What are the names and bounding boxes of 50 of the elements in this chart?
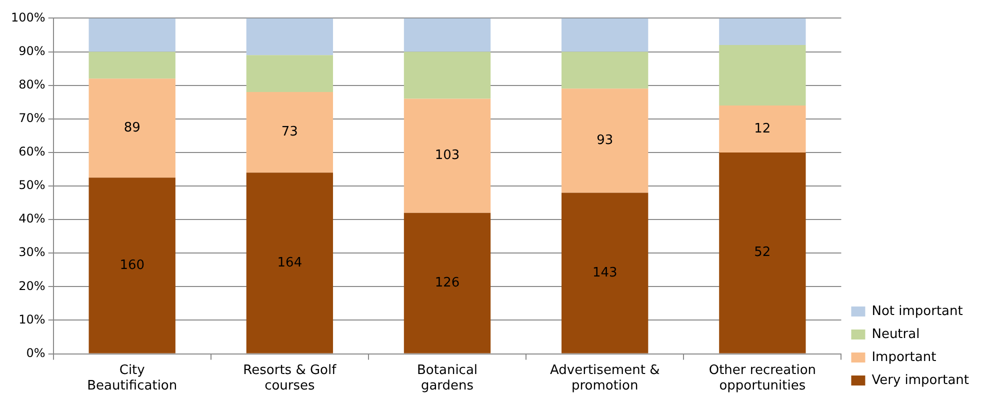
bar bbox=[88, 52, 176, 79]
annotation: 12 bbox=[754, 121, 771, 136]
y-tick-label: 50% bbox=[18, 178, 46, 192]
bar bbox=[562, 88, 648, 193]
bar bbox=[562, 192, 648, 354]
bar bbox=[404, 98, 491, 213]
annotation: 89 bbox=[124, 120, 140, 136]
bar bbox=[88, 178, 176, 354]
annotation: 143 bbox=[592, 265, 618, 280]
bar bbox=[246, 172, 334, 354]
annotation: 164 bbox=[277, 255, 302, 270]
bar bbox=[562, 52, 648, 89]
bar bbox=[562, 18, 648, 52]
y-tick-label: 10% bbox=[18, 312, 46, 326]
bar bbox=[88, 78, 176, 178]
bar bbox=[719, 18, 806, 46]
x-tick-label: Other recreation opportunities bbox=[708, 362, 816, 394]
y-tick-label: 80% bbox=[18, 77, 46, 92]
legend-label: Important bbox=[872, 350, 936, 365]
y-tick-label: 0% bbox=[26, 346, 46, 360]
x-tick-label: Botanical gardens bbox=[417, 362, 478, 394]
x-tick-label: Resorts & Golf courses bbox=[243, 362, 337, 394]
bar bbox=[719, 105, 806, 152]
bar bbox=[719, 152, 806, 354]
bar bbox=[246, 92, 334, 173]
bar bbox=[404, 52, 491, 99]
y-tick-label: 40% bbox=[18, 212, 46, 226]
annotation: 93 bbox=[596, 133, 614, 148]
x-tick-label: Advertisement & promotion bbox=[550, 362, 660, 394]
y-tick-label: 100% bbox=[10, 10, 46, 24]
legend-label: Not important bbox=[872, 304, 963, 319]
y-tick-label: 90% bbox=[18, 44, 46, 58]
y-tick-label: 20% bbox=[18, 278, 46, 293]
bar bbox=[404, 18, 491, 52]
bar bbox=[246, 18, 334, 56]
bar bbox=[719, 45, 806, 106]
annotation: 103 bbox=[434, 148, 460, 164]
legend-label: Very important bbox=[872, 372, 970, 388]
annotation: 126 bbox=[434, 275, 460, 290]
annotation: 52 bbox=[754, 245, 771, 260]
bar bbox=[404, 212, 491, 354]
y-tick-label: 30% bbox=[18, 245, 46, 260]
bar bbox=[246, 55, 334, 92]
bar bbox=[88, 18, 176, 52]
legend-label: Neutral bbox=[872, 326, 920, 342]
x-tick-label: City Beautification bbox=[87, 362, 178, 394]
annotation: 73 bbox=[281, 124, 298, 140]
y-tick-label: 60% bbox=[18, 144, 46, 159]
annotation: 160 bbox=[120, 258, 145, 273]
y-tick-label: 70% bbox=[18, 111, 46, 126]
